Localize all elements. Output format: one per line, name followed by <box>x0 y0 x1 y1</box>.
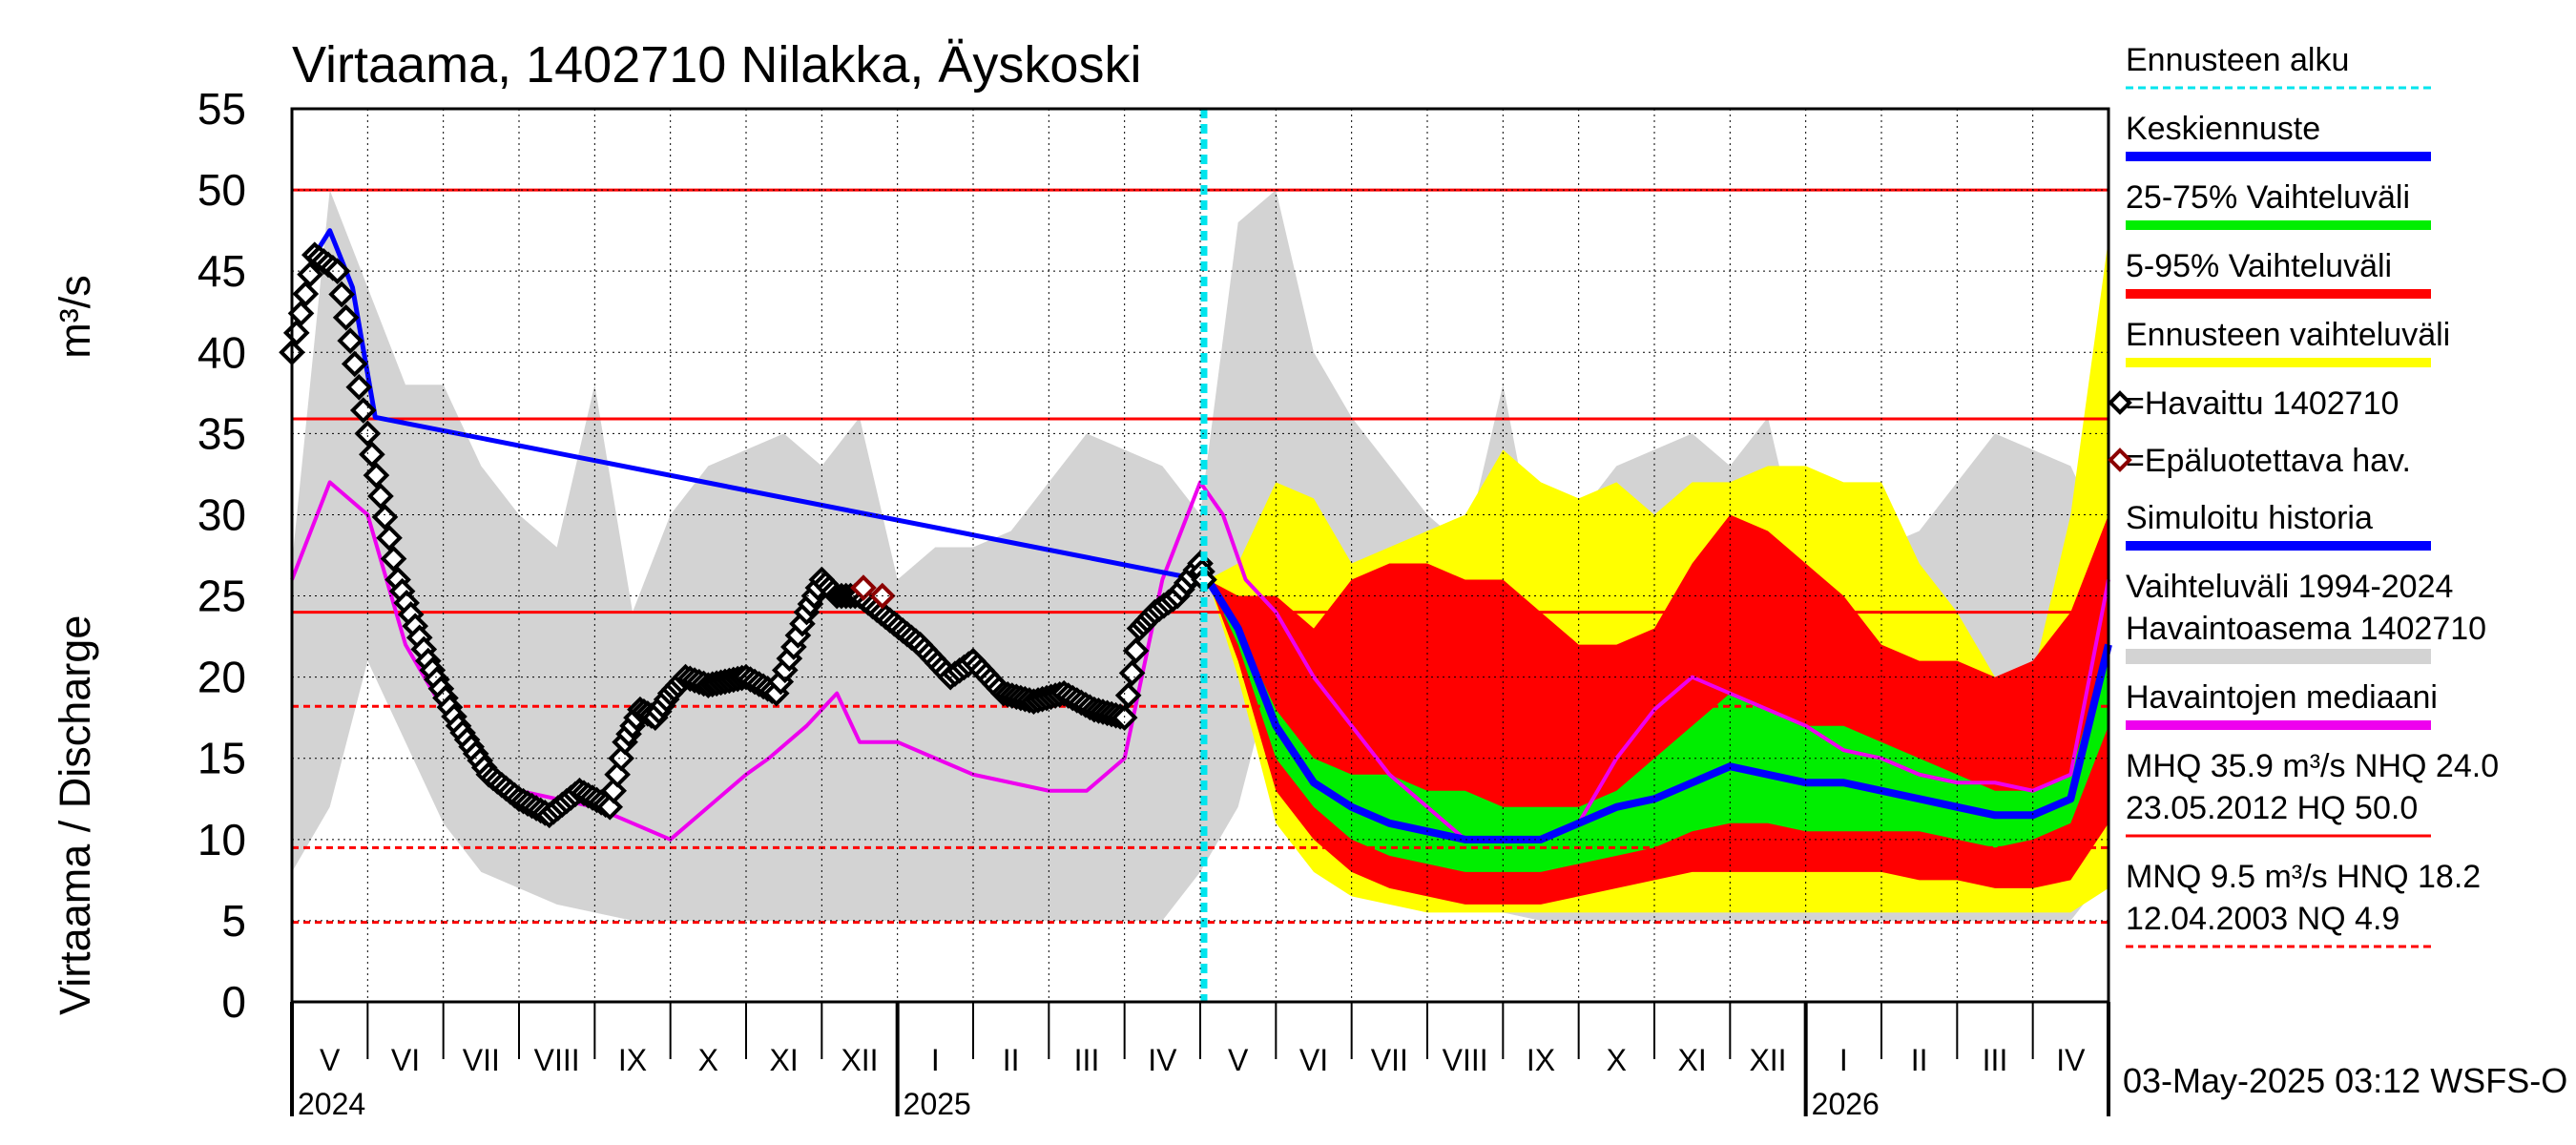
x-tick-label: XI <box>1678 1043 1707 1077</box>
legend-marker <box>2108 448 2132 472</box>
x-tick-label: VIII <box>534 1043 580 1077</box>
y-tick-label: 25 <box>197 572 246 621</box>
observed-point <box>328 281 355 308</box>
x-tick-label: VI <box>1299 1043 1328 1077</box>
y-tick-label: 0 <box>221 977 246 1027</box>
observed-point <box>349 397 377 424</box>
x-tick-label: IV <box>2056 1043 2086 1077</box>
x-tick-label: X <box>698 1043 718 1077</box>
x-tick-label: X <box>1607 1043 1627 1077</box>
median-forecast-line <box>1204 577 2112 843</box>
observed-point <box>363 462 390 489</box>
q25-75-band <box>1207 579 2109 872</box>
observed-point <box>282 320 310 346</box>
footer-timestamp: 03-May-2025 03:12 WSFS-O <box>2123 1061 2567 1100</box>
legend-label: Ennusteen vaihteluväli <box>2126 317 2450 353</box>
y-tick-label: 40 <box>197 327 246 377</box>
legend-label: Havaintoasema 1402710 <box>2126 611 2486 647</box>
x-year-label: 2025 <box>904 1087 971 1121</box>
observed-point <box>1122 637 1150 664</box>
legend: Ennusteen alku Keskiennuste 25-75% Vaihtel… <box>2108 42 2499 948</box>
legend-label: Vaihteluväli 1994-2024 <box>2126 569 2453 605</box>
observed-point <box>337 327 364 354</box>
x-tick-label: VII <box>463 1043 500 1077</box>
x-tick-label: VI <box>391 1043 420 1077</box>
observed-point <box>371 504 399 531</box>
x-tick-label: V <box>1228 1043 1249 1077</box>
legend-marker <box>2108 390 2132 415</box>
observed-point <box>297 260 323 288</box>
x-tick-label: XII <box>841 1043 878 1077</box>
y-tick-label: 30 <box>197 489 246 539</box>
observed-point <box>323 258 351 285</box>
y-tick-label: 55 <box>197 84 246 134</box>
observed-point <box>1118 659 1146 687</box>
observed-point <box>332 303 360 331</box>
y-axis-label: Virtaama / Discharge <box>51 615 99 1015</box>
x-tick-label: VIII <box>1443 1043 1488 1077</box>
observed-point <box>380 545 407 572</box>
x-tick-label: III <box>1983 1043 2008 1077</box>
x-tick-label: II <box>1003 1043 1020 1077</box>
x-tick-label: VII <box>1371 1043 1408 1077</box>
observed-point <box>1114 681 1142 709</box>
observed-point <box>359 441 385 468</box>
observed-point <box>287 300 315 327</box>
x-tick-label: V <box>320 1043 341 1077</box>
x-year-label: 2026 <box>1812 1087 1880 1121</box>
y-axis-unit: m³/s <box>51 275 99 358</box>
observed-point <box>367 483 394 510</box>
y-tick-label: 50 <box>197 165 246 215</box>
legend-label: Havaintojen mediaani <box>2126 679 2438 716</box>
y-tick-label: 20 <box>197 653 246 702</box>
y-tick-label: 35 <box>197 408 246 458</box>
legend-label: 12.04.2003 NQ 4.9 <box>2126 901 2399 937</box>
x-tick-label: I <box>1839 1043 1848 1077</box>
legend-label: Ennusteen alku <box>2126 42 2349 78</box>
y-tick-label: 15 <box>197 734 246 783</box>
observed-point <box>292 281 320 307</box>
x-tick-label: IX <box>618 1043 647 1077</box>
legend-label: Simuloitu historia <box>2126 500 2373 536</box>
x-tick-label: IX <box>1527 1043 1555 1077</box>
unreliable-observed-point <box>850 574 877 601</box>
x-tick-label: XI <box>770 1043 799 1077</box>
x-tick-label: I <box>931 1043 940 1077</box>
x-tick-label: II <box>1911 1043 1928 1077</box>
legend-label: Keskiennuste <box>2126 111 2320 147</box>
legend-label: MNQ 9.5 m³/s HNQ 18.2 <box>2126 859 2481 895</box>
legend-label: 23.05.2012 HQ 50.0 <box>2126 790 2418 826</box>
y-tick-label: 45 <box>197 246 246 296</box>
y-tick-label: 10 <box>197 815 246 864</box>
chart-title: Virtaama, 1402710 Nilakka, Äyskoski <box>292 36 1141 94</box>
observed-point <box>608 744 634 772</box>
legend-label: 5-95% Vaihteluväli <box>2126 248 2392 284</box>
observed-point <box>604 760 631 788</box>
y-tick-label: 5 <box>221 896 246 946</box>
observed-point <box>376 524 403 552</box>
x-year-label: 2024 <box>298 1087 365 1121</box>
legend-label: =Epäluotettava hav. <box>2126 443 2411 479</box>
legend-label: MHQ 35.9 m³/s NHQ 24.0 <box>2126 748 2499 784</box>
legend-label: =Havaittu 1402710 <box>2126 385 2399 422</box>
observed-point <box>341 350 368 378</box>
x-tick-label: IV <box>1148 1043 1177 1077</box>
x-tick-label: III <box>1074 1043 1100 1077</box>
x-tick-label: XII <box>1749 1043 1786 1077</box>
plot-area <box>279 109 2112 1002</box>
observed-point <box>345 373 373 401</box>
legend-label: 25-75% Vaihteluväli <box>2126 179 2410 216</box>
